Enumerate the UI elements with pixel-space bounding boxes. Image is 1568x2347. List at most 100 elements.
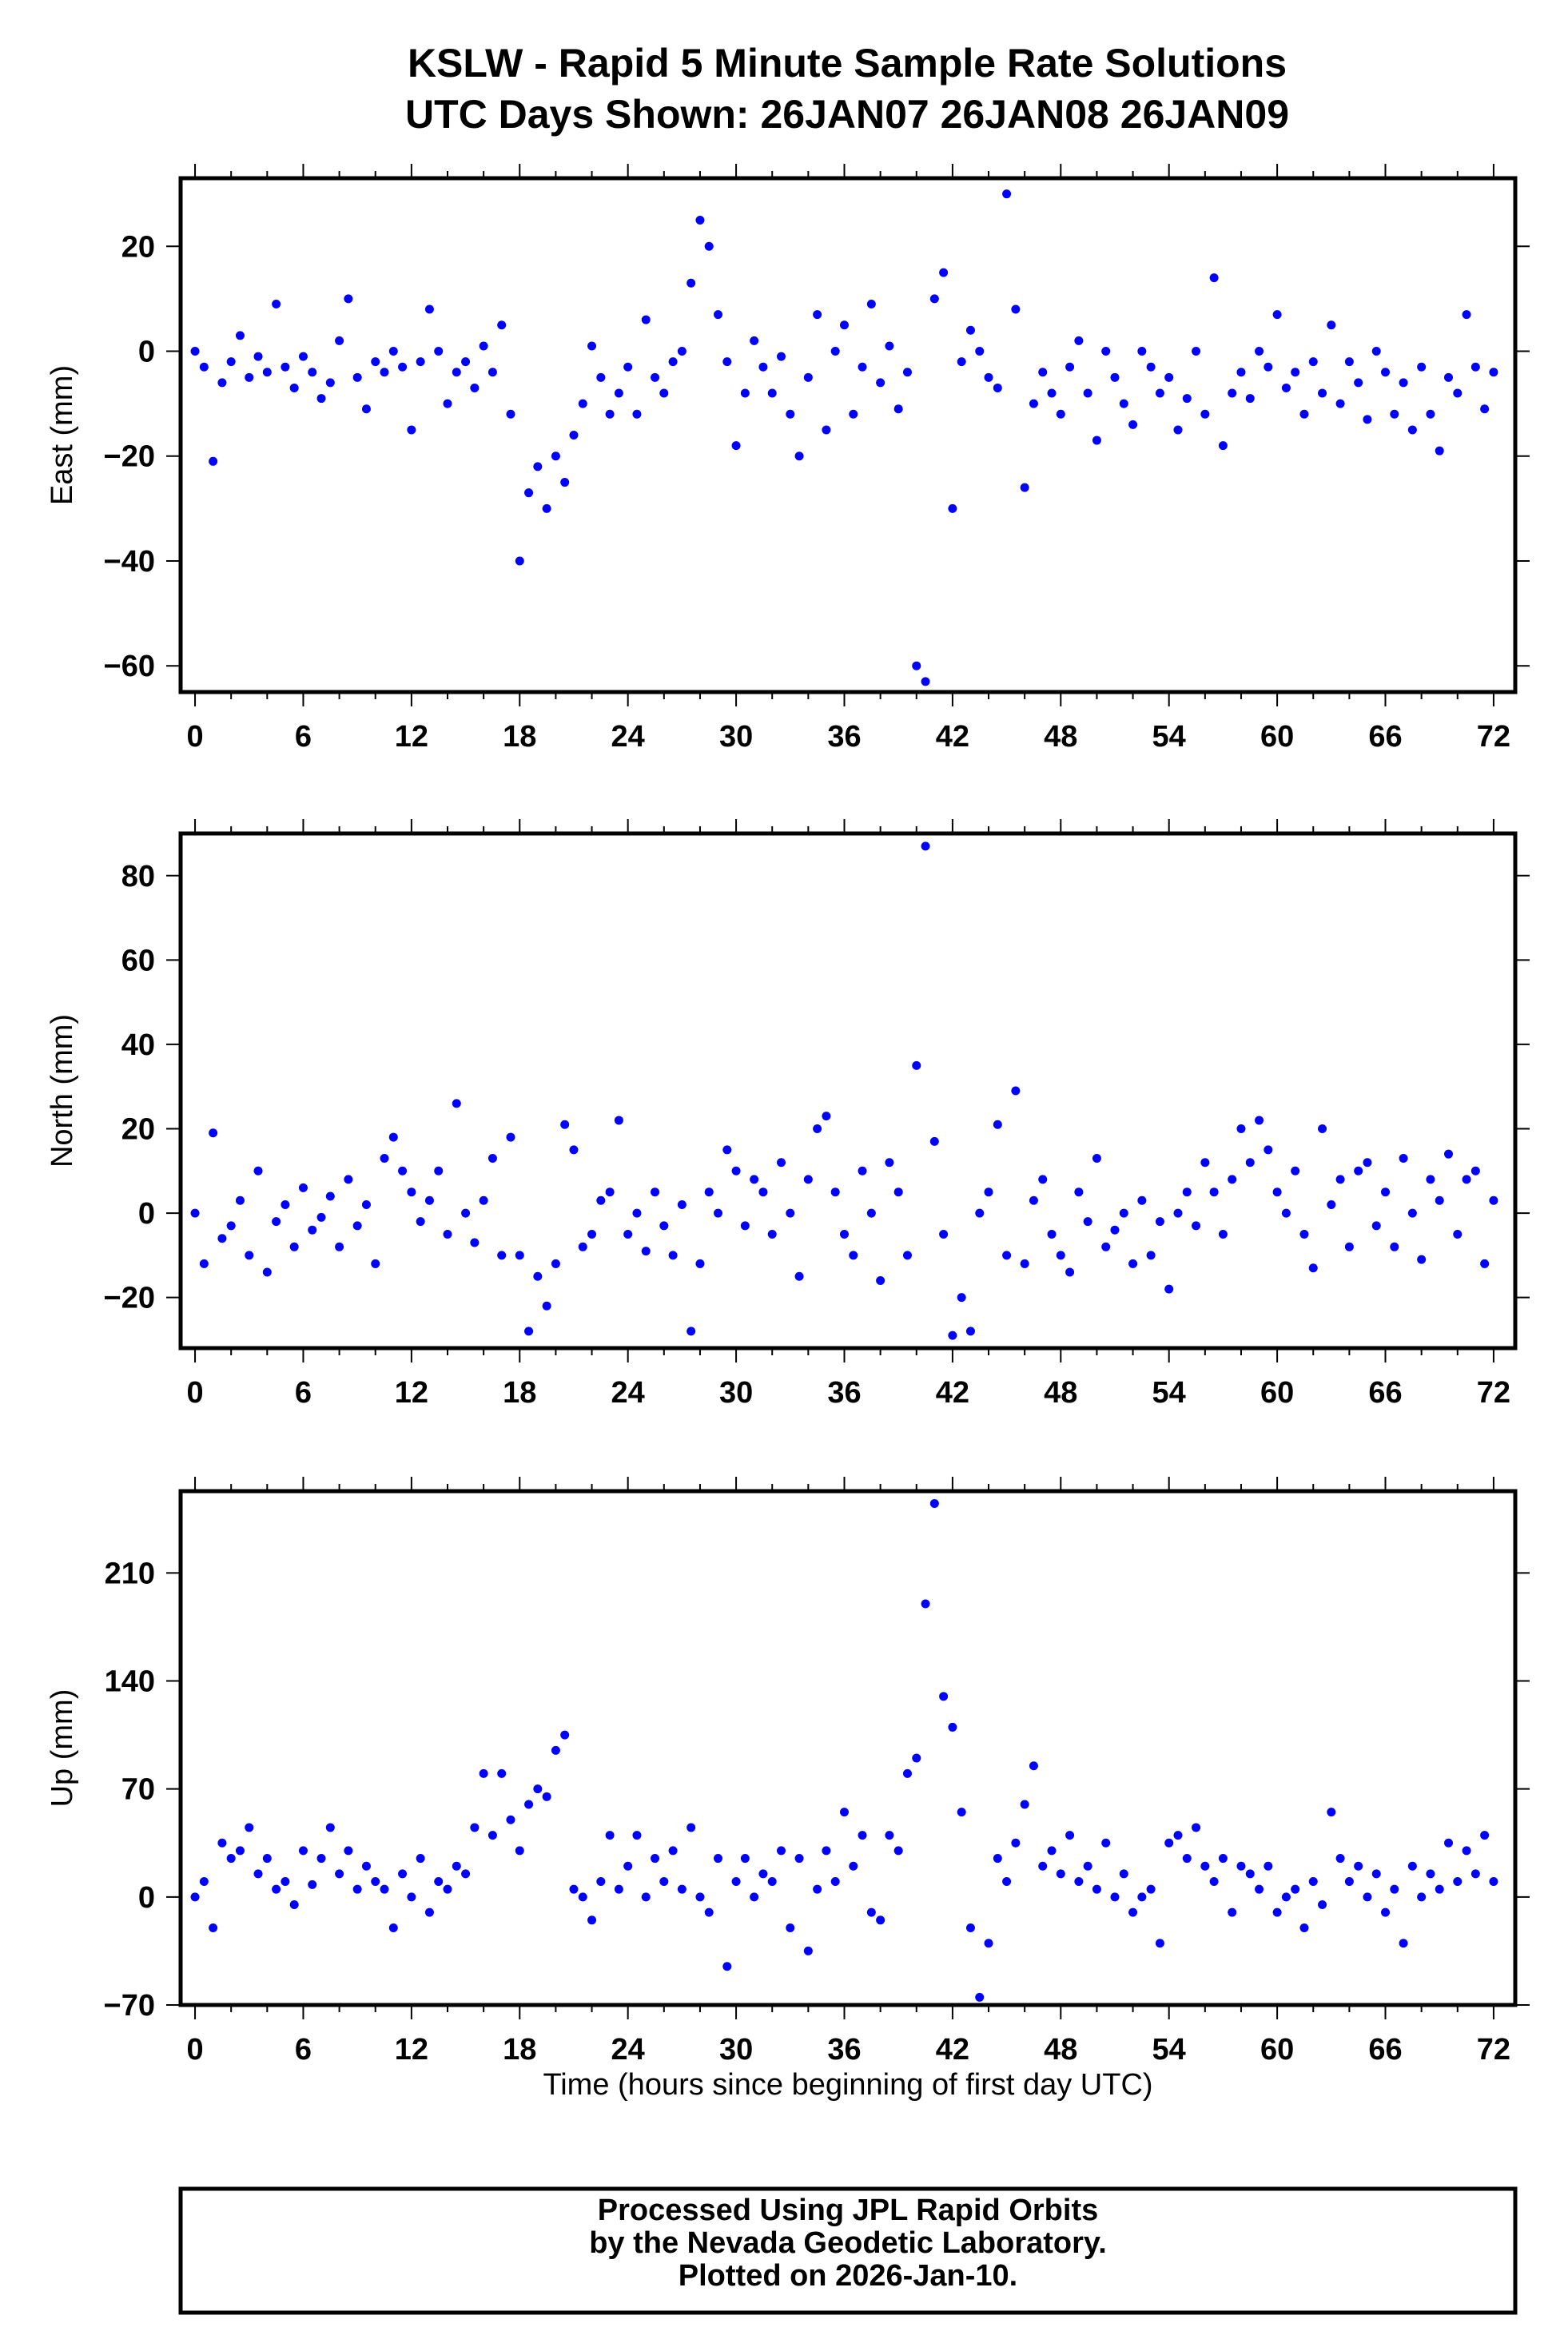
data-point (1318, 388, 1327, 398)
data-point (921, 677, 930, 686)
data-point (335, 1869, 344, 1879)
footer-box (178, 2186, 1518, 2315)
data-point (551, 1259, 560, 1268)
data-point (533, 1271, 543, 1281)
data-point (1011, 1086, 1021, 1096)
data-point (488, 1831, 497, 1840)
data-point (1489, 1195, 1498, 1205)
data-point (1056, 1251, 1065, 1260)
data-point (308, 1880, 317, 1889)
data-point (1110, 1225, 1120, 1235)
data-point (695, 215, 705, 225)
chart-subtitle: UTC Days Shown: 26JAN07 26JAN08 26JAN09 (405, 92, 1289, 137)
data-point (209, 1923, 218, 1932)
data-point (605, 409, 615, 419)
x-tick-label: 30 (719, 720, 753, 754)
data-point (217, 1234, 227, 1243)
y-tick-label: 140 (105, 1665, 155, 1699)
data-point (1417, 1255, 1427, 1264)
data-point (623, 362, 633, 372)
data-point (758, 1869, 768, 1879)
data-point (722, 357, 732, 367)
data-point (298, 1846, 308, 1856)
data-point (199, 362, 209, 372)
data-point (272, 1884, 281, 1894)
data-point (380, 1884, 389, 1894)
data-point (506, 1815, 515, 1824)
data-point (929, 294, 939, 304)
data-point (1128, 1907, 1138, 1917)
data-point (822, 425, 831, 435)
data-point (1083, 1217, 1092, 1227)
data-point (1047, 1229, 1057, 1239)
data-point (1047, 388, 1057, 398)
data-point (217, 1838, 227, 1848)
data-point (461, 357, 471, 367)
data-point (876, 1276, 885, 1286)
x-tick-label: 66 (1368, 2033, 1402, 2067)
data-point (1192, 347, 1201, 356)
footer-line-3: Plotted on 2026-Jan-10. (679, 2259, 1017, 2293)
data-point (325, 378, 335, 388)
data-point (1264, 362, 1273, 372)
data-point (308, 1225, 317, 1235)
data-point (253, 1869, 263, 1879)
data-point (361, 404, 371, 414)
data-point (1390, 409, 1399, 419)
data-point (1255, 1116, 1264, 1125)
footer-line-1: Processed Using JPL Rapid Orbits (598, 2194, 1098, 2227)
data-point (714, 310, 723, 320)
x-tick-label: 42 (936, 1376, 969, 1410)
data-point (1363, 415, 1372, 424)
data-point (893, 1846, 903, 1856)
data-point (1480, 404, 1490, 414)
data-point (470, 1823, 480, 1832)
data-point (253, 352, 263, 361)
data-point (993, 383, 1002, 392)
data-point (686, 1823, 696, 1832)
data-point (1128, 420, 1138, 429)
data-point (226, 1221, 236, 1231)
data-point (325, 1191, 335, 1201)
data-point (965, 1923, 975, 1932)
data-point (1137, 347, 1147, 356)
data-point (542, 1792, 551, 1801)
data-point (1236, 1124, 1246, 1134)
data-point (1038, 1175, 1048, 1184)
data-point (623, 1861, 633, 1871)
data-point (325, 1823, 335, 1832)
data-point (714, 1208, 723, 1218)
data-point (190, 1208, 200, 1218)
data-point (596, 1877, 606, 1887)
data-point (1209, 1877, 1219, 1887)
data-point (434, 1166, 444, 1175)
data-point (885, 1831, 894, 1840)
data-point (497, 1768, 507, 1778)
data-point (524, 488, 534, 498)
data-point (352, 1884, 362, 1894)
data-point (1489, 368, 1498, 377)
data-point (443, 1229, 452, 1239)
data-point (1038, 368, 1048, 377)
data-point (1335, 1175, 1345, 1184)
data-point (352, 372, 362, 382)
data-point (677, 347, 686, 356)
data-point (876, 378, 885, 388)
data-point (434, 347, 444, 356)
data-point (767, 1229, 777, 1239)
data-point (488, 368, 497, 377)
data-point (1192, 1823, 1201, 1832)
up-plot-frame (178, 1489, 1518, 2007)
data-point (344, 1846, 353, 1856)
data-point (578, 1892, 587, 1902)
data-point (885, 1158, 894, 1168)
data-point (893, 404, 903, 414)
data-point (659, 388, 669, 398)
data-point (380, 368, 389, 377)
data-point (1182, 394, 1192, 404)
x-tick-label: 66 (1368, 720, 1402, 754)
data-point (975, 1992, 985, 2002)
data-point (1200, 1861, 1210, 1871)
data-point (750, 1175, 759, 1184)
